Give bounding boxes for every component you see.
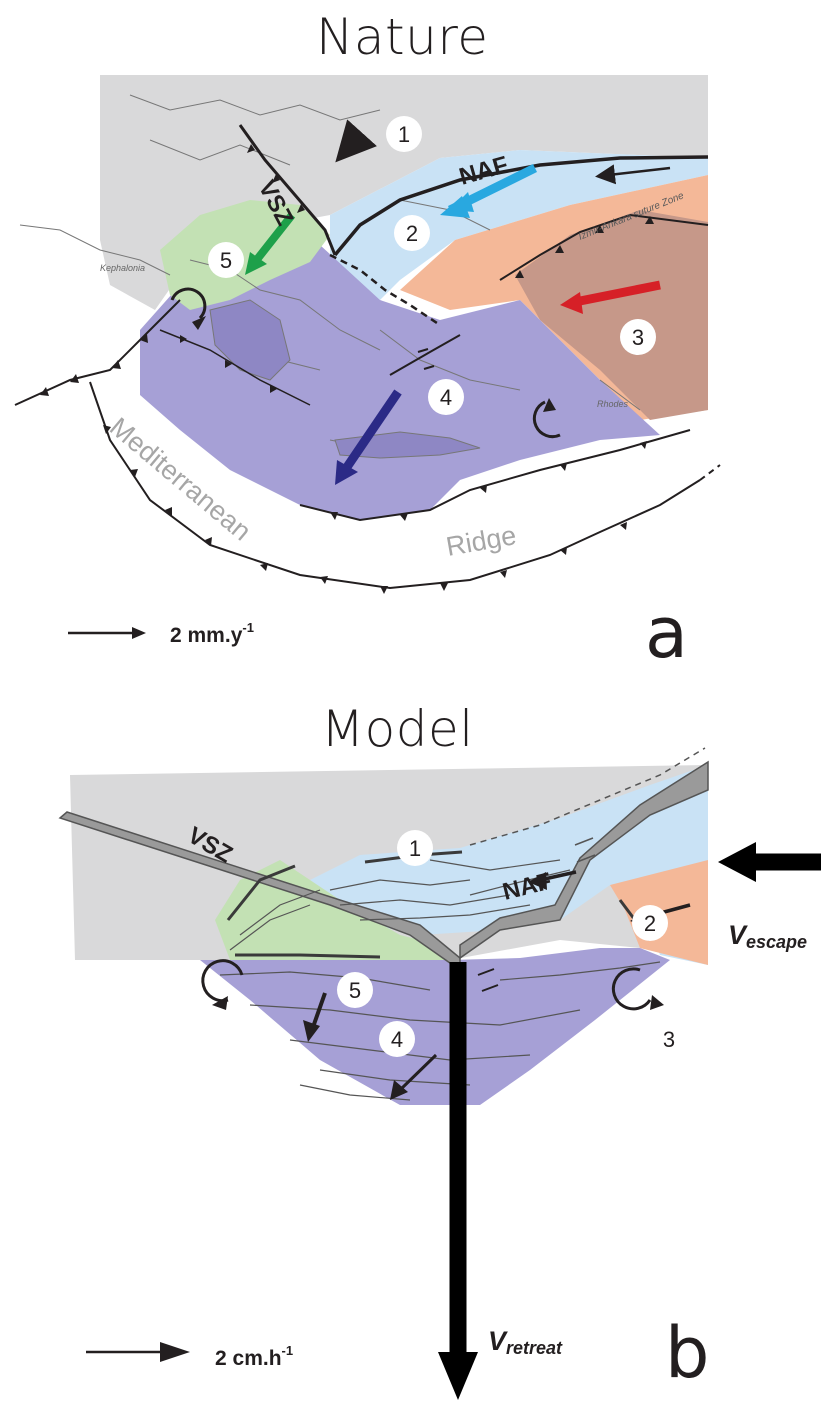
- b-block-3: 3: [663, 1027, 675, 1052]
- panel-b-model: 1 2 3 4 5 VSZ NAF Vescape Vretreat: [58, 747, 821, 1400]
- panel-b-letter: b: [665, 1312, 710, 1394]
- panel-a-title: Nature: [316, 8, 489, 66]
- block-5-arrow: [251, 212, 296, 265]
- b-block-2: 2: [644, 911, 656, 936]
- b-block-1: 1: [409, 836, 421, 861]
- block-4-region: [140, 235, 660, 520]
- model-rotation-east: [611, 967, 652, 1011]
- panel-b-scale-label: 2 cm.h-1: [215, 1343, 294, 1370]
- block-5-region: [160, 200, 330, 310]
- a-block-5: 5: [220, 248, 232, 273]
- block-4-arrow: [341, 389, 402, 473]
- v-escape-label: Vescape: [728, 920, 807, 952]
- model-rotation-west: [201, 959, 244, 1003]
- b-block-5: 5: [349, 978, 361, 1003]
- a-ridge-label: Ridge: [444, 520, 519, 562]
- model-arrow-block-5: [310, 992, 327, 1031]
- model-arrow-block-4: [398, 1053, 438, 1092]
- a-block-4: 4: [440, 385, 452, 410]
- dashed-boundary: [329, 253, 441, 327]
- panel-a-letter: a: [645, 592, 688, 674]
- panel-a-map: 1 2 3 4 5 VSZ NAF Izmir-Ankara suture Zo…: [14, 75, 721, 639]
- model-naf-fault: [469, 747, 706, 846]
- peloponnese-shape: [209, 299, 291, 381]
- aegean-fault: [389, 334, 461, 376]
- model-block-4: [200, 948, 670, 1105]
- rotation-west: [170, 287, 207, 320]
- a-kephalonia-label: Kephalonia: [100, 263, 145, 273]
- block-2-region: [330, 150, 708, 300]
- a-block-1: 1: [398, 122, 410, 147]
- a-block-2: 2: [406, 221, 418, 246]
- naf-fault: [333, 155, 709, 257]
- block-1-arrow: [335, 119, 377, 163]
- naf-slip-arrow: [595, 164, 671, 185]
- panel-b-title: Model: [321, 700, 474, 758]
- vsz-fault: [238, 124, 337, 256]
- v-retreat-label: Vretreat: [488, 1326, 563, 1358]
- hellenic-trench: [14, 299, 181, 406]
- purple-trench-line: [299, 429, 691, 522]
- b-block-4: 4: [391, 1027, 403, 1052]
- panel-a-block-numbers: 1 2 3 4 5: [208, 116, 656, 415]
- trench-teeth: [40, 334, 647, 594]
- block-3-dark-region: [515, 210, 708, 420]
- suture-line: [499, 213, 709, 281]
- panel-a-scale-label: 2 mm.y-1: [170, 620, 254, 647]
- block-1-region: [100, 75, 708, 310]
- block-3-arrow: [574, 280, 661, 307]
- model-fracture-lines: [219, 859, 661, 1101]
- mediterranean-ridge-line: [89, 381, 701, 590]
- rotation-east: [532, 400, 561, 439]
- panel-b-block-numbers: 1 2 3 4 5: [337, 830, 687, 1057]
- vsz-teeth: [247, 144, 305, 213]
- ridge-dashed: [699, 464, 721, 481]
- a-block-3: 3: [632, 325, 644, 350]
- a-rhodes-label: Rhodes: [597, 399, 629, 409]
